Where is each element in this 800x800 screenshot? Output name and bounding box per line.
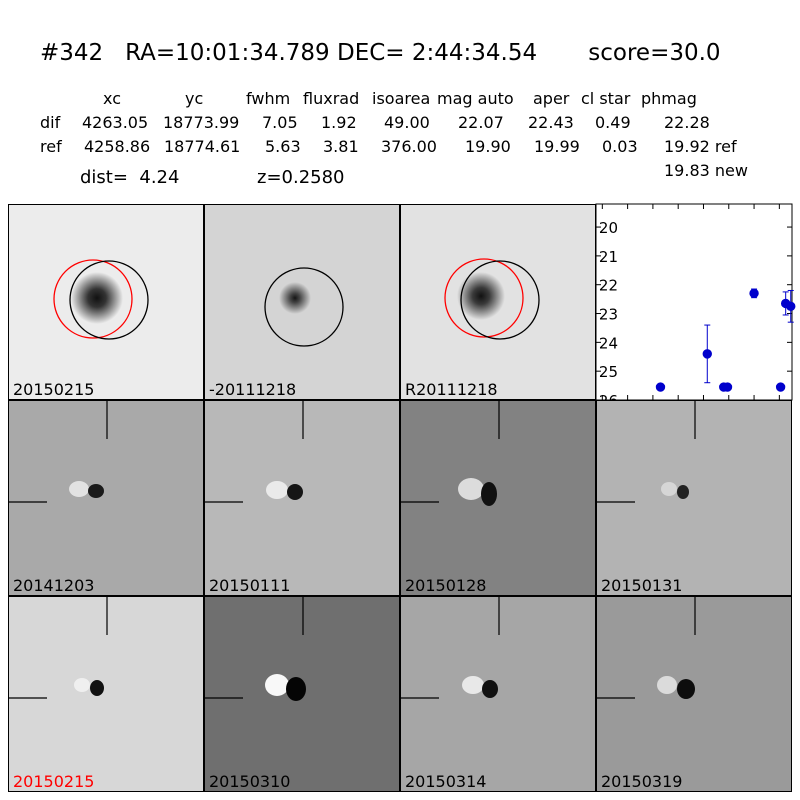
- source-blob: [74, 678, 104, 696]
- stamp-epoch-image: [9, 597, 203, 791]
- light-curve-panel: 20212223242526−120−100−80−60−40−20020: [582, 203, 796, 425]
- ref-mag-auto: 19.90: [465, 137, 511, 156]
- stamp-ref-image: [401, 205, 595, 399]
- dif-fwhm: 7.05: [262, 113, 298, 132]
- plot-frame: [595, 203, 793, 401]
- col-header-yc: yc: [185, 89, 204, 108]
- stamp-ref: R20111218: [400, 204, 596, 400]
- col-header-phmag: phmag: [641, 89, 697, 108]
- stamp-epoch-image: [401, 401, 595, 595]
- stamp-label: 20150310: [209, 772, 291, 791]
- light-curve-chart: 20212223242526−120−100−80−60−40−20020: [582, 203, 796, 425]
- dist-value: dist= 4.24: [80, 167, 180, 188]
- source-blob: [458, 478, 497, 506]
- data-point: [749, 288, 759, 299]
- y-tick-label: 20: [599, 219, 618, 237]
- col-header-fluxrad: fluxrad: [303, 89, 360, 108]
- col-header-cl-star: cl star: [581, 89, 631, 108]
- ref-xc: 4258.86: [84, 137, 151, 156]
- ref-cl-star: 0.03: [602, 137, 638, 156]
- ref-position-circle: [444, 258, 524, 338]
- stamp-label: 20150215: [13, 772, 95, 791]
- stamp-epoch: 20150128: [400, 400, 596, 596]
- stamp-epoch-image: [205, 401, 399, 595]
- source-blob: [266, 481, 303, 500]
- dif-mag-auto: 22.07: [458, 113, 504, 132]
- stamp-epoch: 20141203: [8, 400, 204, 596]
- ref-isoarea: 376.00: [381, 137, 437, 156]
- stamp-epoch-image: [9, 401, 203, 595]
- y-tick-label: 24: [599, 334, 618, 352]
- col-header-mag-auto: mag auto: [437, 89, 514, 108]
- dif-cl-star: 0.49: [595, 113, 631, 132]
- redshift-value: z=0.2580: [257, 167, 345, 188]
- stamp-epoch-image: [597, 401, 791, 595]
- y-tick-label: 23: [599, 306, 618, 324]
- source-blob: [265, 674, 306, 701]
- data-point: [722, 382, 733, 392]
- dif-xc: 4263.05: [82, 113, 149, 132]
- dif-phmag: 22.28: [664, 113, 710, 132]
- stamp-label: 20141203: [13, 576, 95, 595]
- stamp-epoch: 20150131: [596, 400, 792, 596]
- source-blob: [457, 272, 505, 320]
- stamp-diff-ref-image: [205, 205, 399, 399]
- y-tick-label: 21: [599, 248, 618, 266]
- source-blob: [71, 272, 123, 324]
- col-header-xc: xc: [103, 89, 121, 108]
- stamp-epoch: 20150319: [596, 596, 792, 792]
- ref-phmag: 19.92 ref: [664, 137, 737, 156]
- stamp-diff-ref: -20111218: [204, 204, 400, 400]
- source-blob: [657, 676, 695, 699]
- ref-aper: 19.99: [534, 137, 580, 156]
- stamp-grid: 20150215 -20111218 R20111218 20 21 22 23 24 2…: [8, 203, 796, 792]
- source-blob: [661, 482, 689, 499]
- stamp-epoch: 20150215: [8, 596, 204, 792]
- stamp-label: 20150128: [405, 576, 487, 595]
- ref-yc: 18774.61: [164, 137, 241, 156]
- ref-fwhm: 5.63: [265, 137, 301, 156]
- dif-position-circle: [69, 260, 149, 340]
- data-point: [655, 382, 666, 392]
- data-point: [786, 301, 796, 312]
- y-tick-label: 25: [599, 363, 618, 381]
- dif-isoarea: 49.00: [384, 113, 430, 132]
- dif-position-circle: [460, 260, 540, 340]
- data-point: [775, 382, 786, 392]
- stamp-epoch: 20150310: [204, 596, 400, 792]
- stamp-label: 20150319: [601, 772, 683, 791]
- new-phmag: 19.83 new: [664, 161, 748, 180]
- stamp-epoch-image: [205, 597, 399, 791]
- stamp-label: 20150131: [601, 576, 683, 595]
- col-header-aper: aper: [533, 89, 570, 108]
- y-tick-label: 22: [599, 277, 618, 295]
- ref-position-circle: [53, 259, 133, 339]
- stamp-label: -20111218: [209, 380, 297, 399]
- stamp-epoch-image: [401, 597, 595, 791]
- stamp-new: 20150215: [8, 204, 204, 400]
- row-label-ref: ref: [40, 137, 62, 156]
- stamp-epoch: 20150314: [400, 596, 596, 792]
- source-blob: [279, 282, 311, 314]
- stamp-label: 20150111: [209, 576, 291, 595]
- source-blob: [69, 481, 104, 498]
- dif-yc: 18773.99: [163, 113, 240, 132]
- stamp-epoch: 20150111: [204, 400, 400, 596]
- stamp-label: R20111218: [405, 380, 498, 399]
- stamp-new-image: [9, 205, 203, 399]
- dif-position-circle: [264, 267, 344, 347]
- data-point: [702, 349, 712, 359]
- page-title: #342 RA=10:01:34.789 DEC= 2:44:34.54 sco…: [40, 40, 721, 66]
- ref-fluxrad: 3.81: [323, 137, 359, 156]
- dif-aper: 22.43: [528, 113, 574, 132]
- col-header-fwhm: fwhm: [246, 89, 291, 108]
- row-label-dif: dif: [40, 113, 61, 132]
- stamp-label: 20150215: [13, 380, 95, 399]
- dif-fluxrad: 1.92: [321, 113, 357, 132]
- source-blob: [462, 676, 498, 698]
- stamp-label: 20150314: [405, 772, 487, 791]
- stamp-epoch-image: [597, 597, 791, 791]
- col-header-isoarea: isoarea: [372, 89, 431, 108]
